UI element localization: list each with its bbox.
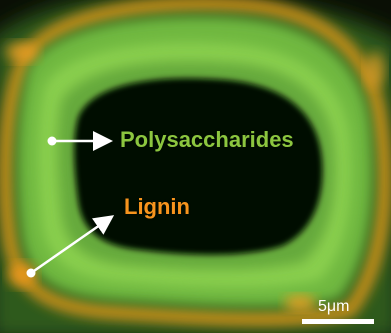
polysaccharides-label: Polysaccharides bbox=[120, 127, 294, 152]
lignin-highlight-right bbox=[365, 52, 385, 88]
lignin-arrow bbox=[30, 215, 115, 275]
lignin-highlight-top-left bbox=[6, 42, 38, 62]
lignin-highlight-bottom-right bbox=[284, 295, 316, 311]
scale-bar-label: 5μm bbox=[318, 298, 350, 315]
lignin-rim bbox=[0, 0, 391, 326]
scale-bar bbox=[302, 319, 374, 324]
cell-lumen bbox=[74, 78, 323, 255]
lignin-label: Lignin bbox=[124, 194, 190, 219]
